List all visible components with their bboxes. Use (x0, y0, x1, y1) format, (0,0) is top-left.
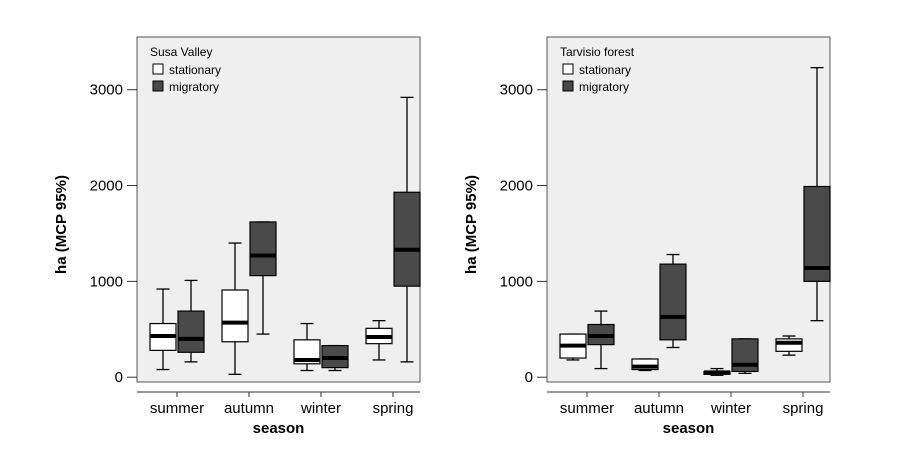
iqr-box (177, 310, 205, 353)
legend-label-stationary: stationary (169, 63, 221, 77)
box-stationary-spring (775, 335, 803, 356)
iqr-box (659, 263, 687, 341)
legend-swatch-migratory (152, 80, 164, 92)
iqr-box (293, 339, 321, 365)
box-migratory-autumn (659, 253, 687, 349)
iqr-box (803, 185, 831, 282)
legend-title: Susa Valley (150, 45, 212, 59)
y-tick-label: 1000 (500, 273, 533, 290)
box-migratory-spring (803, 67, 831, 322)
x-tick-label-spring: spring (783, 400, 824, 417)
x-tick-label-autumn: autumn (224, 400, 274, 417)
x-axis-title: season (663, 420, 715, 437)
box-stationary-winter (293, 322, 321, 372)
legend-title: Tarvisio forest (560, 45, 635, 59)
box-stationary-autumn (631, 358, 659, 372)
legend-label-migratory: migratory (579, 80, 629, 94)
legend-label-migratory: migratory (169, 80, 219, 94)
y-tick-label: 2000 (500, 178, 533, 195)
box-migratory-winter (321, 344, 349, 372)
iqr-box (393, 191, 421, 287)
box-migratory-summer (177, 279, 205, 363)
x-tick-label-summer: summer (560, 400, 614, 417)
x-tick-label-winter: winter (710, 400, 751, 417)
box-migratory-autumn (249, 221, 277, 335)
x-tick-label-winter: winter (300, 400, 341, 417)
legend-swatch-stationary (562, 63, 574, 75)
y-tick-label: 0 (115, 369, 123, 386)
legend: Tarvisio forest stationary migratory (560, 45, 635, 94)
y-tick-label: 3000 (90, 82, 123, 99)
box-migratory-winter (731, 338, 759, 375)
box-migratory-spring (393, 96, 421, 363)
chart-panel-1: 0 1000 2000 3000 ha (MCP 95%) summer autumn win… (463, 36, 831, 437)
legend-swatch-migratory (562, 80, 574, 92)
iqr-box (631, 358, 659, 371)
iqr-box (249, 221, 277, 277)
y-axis-title: ha (MCP 95%) (463, 175, 480, 274)
box-stationary-winter (703, 367, 731, 376)
y-tick-label: 3000 (500, 82, 533, 99)
legend-label-stationary: stationary (579, 63, 631, 77)
box-migratory-summer (587, 310, 615, 370)
y-tick-label: 1000 (90, 273, 123, 290)
box-stationary-spring (365, 320, 393, 361)
box-stationary-summer (149, 288, 177, 371)
iqr-box (221, 289, 249, 343)
legend: Susa Valley stationary migratory (150, 45, 221, 94)
x-tick-label-spring: spring (373, 400, 414, 417)
x-tick-label-summer: summer (150, 400, 204, 417)
y-tick-label: 2000 (90, 178, 123, 195)
box-stationary-autumn (221, 242, 249, 375)
y-tick-label: 0 (525, 369, 533, 386)
legend-swatch-stationary (152, 63, 164, 75)
x-tick-label-autumn: autumn (634, 400, 684, 417)
x-axis-title: season (253, 420, 305, 437)
y-axis-title: ha (MCP 95%) (53, 175, 70, 274)
chart-panel-0: 0 1000 2000 3000 ha (MCP 95%) summer autumn win… (53, 36, 421, 437)
box-stationary-summer (559, 333, 587, 361)
